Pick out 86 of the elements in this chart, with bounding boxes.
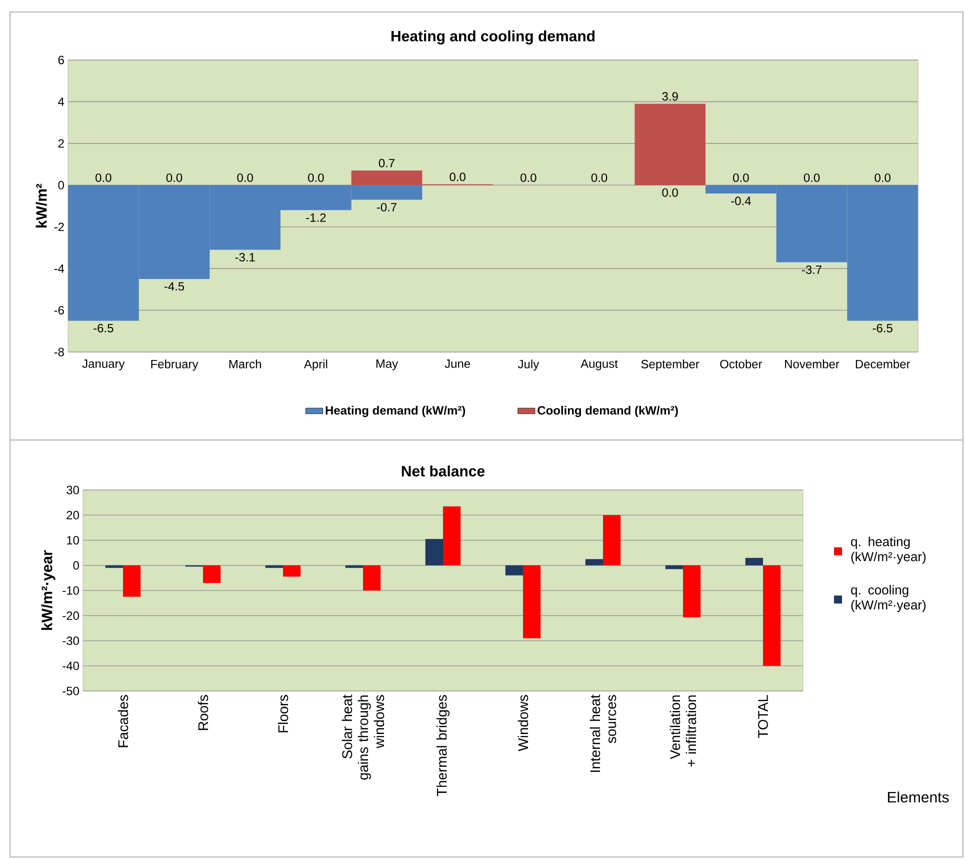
x-tick-label: June [444, 360, 470, 368]
data-label: 0.0 [308, 173, 324, 182]
bar [443, 506, 461, 566]
chart-title: Heating and cooling demand [392, 30, 595, 44]
y-tick-label: 6 [58, 56, 64, 64]
x-tick-label: Thermal bridges [436, 695, 450, 796]
bar [665, 565, 683, 570]
y-tick-label: -40 [62, 662, 80, 670]
y-tick-label: -6 [54, 306, 64, 315]
bar [745, 558, 763, 566]
data-label: 0.0 [874, 173, 890, 182]
data-label: 0.0 [450, 172, 466, 182]
data-label: 0.0 [733, 173, 749, 182]
bar [425, 539, 443, 566]
x-tick-label: April [304, 360, 328, 371]
x-axis-title: Elements [888, 791, 949, 802]
legend-label: q. heating (kW/m²·year) [851, 536, 926, 564]
y-tick-label: -2 [54, 222, 64, 232]
data-label: -4.5 [164, 282, 184, 291]
bar [603, 515, 621, 566]
y-tick-label: -30 [62, 636, 80, 645]
y-tick-label: -10 [62, 586, 80, 595]
x-tick-label: Ventilation + infiltration [670, 695, 696, 767]
data-label: -0.7 [376, 202, 396, 212]
x-tick-label: November [785, 360, 840, 368]
x-tick-label: March [229, 360, 261, 368]
data-label: 3.9 [662, 92, 678, 101]
x-tick-label: Solar heat gains through windows [342, 694, 384, 780]
data-label: -0.4 [731, 196, 751, 206]
y-tick-label: -8 [54, 348, 64, 356]
data-label: -1.2 [306, 213, 326, 222]
bar [634, 104, 706, 186]
data-label: -6.5 [94, 324, 114, 332]
data-label: 0.0 [237, 173, 253, 182]
chart-title: Net balance [402, 465, 485, 476]
legend-label: Cooling demand (kW/m²) [538, 406, 678, 418]
data-label: 0.7 [378, 158, 394, 168]
bar [345, 565, 364, 568]
y-tick-label: 30 [66, 486, 80, 494]
data-label: 0.0 [804, 173, 820, 182]
x-tick-label: May [376, 360, 398, 370]
x-tick-label: January [82, 360, 125, 370]
data-label: 0.0 [166, 173, 182, 182]
y-tick-label: 0 [58, 180, 64, 190]
data-label: 0.0 [520, 173, 536, 182]
bar [203, 565, 221, 583]
bar [585, 559, 603, 566]
bar [105, 565, 123, 568]
data-label: 0.0 [662, 188, 678, 197]
x-tick-label: August [580, 360, 618, 370]
bar [283, 565, 301, 577]
y-tick-label: 4 [58, 98, 64, 106]
bar [265, 565, 283, 568]
x-tick-label: Internal heat sources [590, 694, 616, 772]
bar [523, 565, 541, 638]
x-tick-label: October [720, 360, 762, 368]
bar [123, 565, 141, 597]
data-label: -6.5 [872, 324, 892, 332]
x-tick-label: Windows [518, 695, 528, 752]
bar [363, 565, 381, 591]
x-tick-label: Roofs [198, 695, 208, 730]
x-tick-label: Facades [118, 695, 128, 748]
x-tick-label: July [518, 360, 540, 371]
x-tick-label: February [151, 360, 198, 371]
y-axis-title: kW/m²·year [41, 550, 56, 630]
bar [683, 565, 701, 618]
y-tick-label: 2 [58, 139, 64, 148]
y-tick-label: 0 [73, 561, 80, 570]
y-tick-label: 20 [66, 510, 80, 520]
x-tick-label: September [641, 360, 700, 371]
x-tick-label: Floors [278, 695, 288, 732]
x-tick-label: TOTAL [758, 694, 768, 738]
y-tick-label: -20 [62, 611, 80, 620]
data-label: 0.0 [591, 173, 608, 182]
y-axis-title: kW/m² [36, 184, 47, 228]
bar [505, 565, 524, 576]
data-label: 0.0 [96, 173, 112, 182]
legend-label: q. cooling (kW/m²·year) [851, 584, 926, 612]
data-label: -3.1 [235, 252, 255, 262]
x-tick-label: December [856, 360, 910, 368]
y-tick-label: -4 [54, 264, 64, 273]
y-tick-label: 10 [67, 536, 80, 544]
legend-label: Heating demand (kW/m²) [326, 406, 466, 418]
data-label: -3.7 [802, 266, 822, 274]
bar [763, 565, 781, 666]
y-tick-label: -50 [62, 686, 80, 696]
